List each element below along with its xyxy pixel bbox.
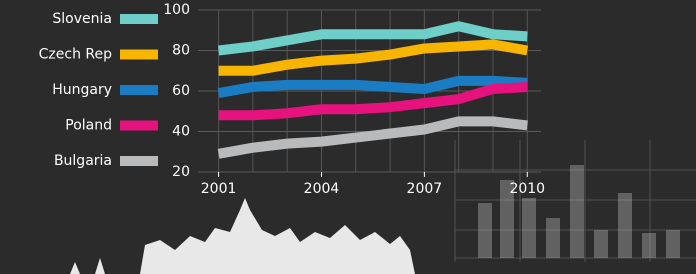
y-tick-label: 100 (163, 2, 190, 18)
legend-swatch (120, 85, 158, 95)
legend-label: Poland (65, 118, 112, 134)
legend-label: Bulgaria (54, 153, 112, 169)
x-tick-label: 2007 (407, 181, 443, 197)
x-tick-label: 2004 (304, 181, 340, 197)
legend-swatch (120, 50, 158, 60)
page: 20 40 60 80 100 2001 2004 2007 2010 Slovenia Czech… (0, 0, 696, 274)
chart: 20 40 60 80 100 2001 2004 2007 2010 Slovenia Czech… (0, 0, 696, 274)
y-tick-label: 40 (172, 124, 190, 140)
y-tick-label: 20 (172, 164, 190, 180)
legend-label: Hungary (52, 82, 112, 98)
legend-label: Czech Rep (39, 47, 112, 63)
legend-swatch (120, 156, 158, 166)
y-tick-label: 80 (172, 43, 190, 59)
legend-swatch (120, 121, 158, 131)
legend-label: Slovenia (52, 11, 112, 27)
y-tick-label: 60 (172, 83, 190, 99)
x-tick-label: 2010 (509, 181, 545, 197)
legend-swatch (120, 14, 158, 24)
x-tick-label: 2001 (201, 181, 237, 197)
